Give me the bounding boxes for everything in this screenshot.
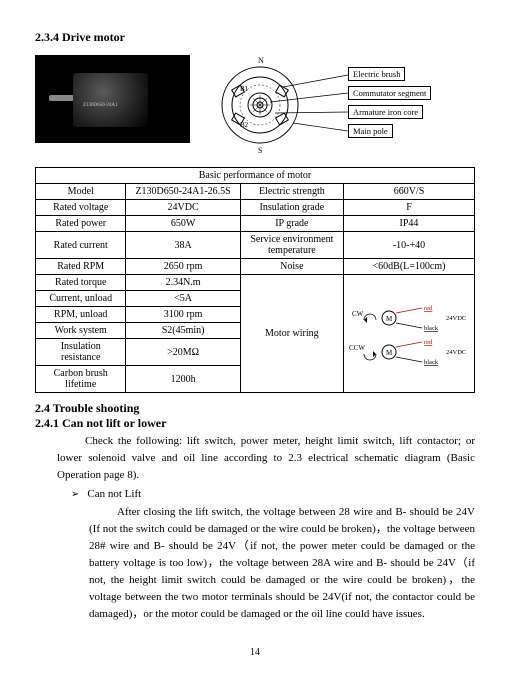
cell: Rated power <box>36 216 126 232</box>
label-ccw: CCW <box>349 344 365 352</box>
cell: IP44 <box>343 216 474 232</box>
cell: Rated current <box>36 232 126 259</box>
section-heading-234: 2.3.4 Drive motor <box>35 30 475 45</box>
cell: S2(45min) <box>126 323 240 339</box>
callout-commutator: Commutator segment <box>348 86 431 100</box>
svg-text:B2: B2 <box>240 121 249 129</box>
cell: Carbon brush lifetime <box>36 366 126 393</box>
cell: 2650 rpm <box>126 259 240 275</box>
svg-text:red: red <box>424 339 433 346</box>
svg-text:M: M <box>386 349 393 357</box>
cell-motor-wiring-diagram: CW M red 24VDC black CCW M red 24VDC <box>343 275 474 393</box>
cell: Rated RPM <box>36 259 126 275</box>
cell: Electric strength <box>240 184 343 200</box>
section-heading-241: 2.4.1 Can not lift or lower <box>35 416 475 431</box>
section-heading-24: 2.4 Trouble shooting <box>35 401 475 416</box>
cell: Service environment temperature <box>240 232 343 259</box>
cell: 660V/S <box>343 184 474 200</box>
cell: Rated voltage <box>36 200 126 216</box>
callout-brush: Electric brush <box>348 67 405 81</box>
cell: 24VDC <box>126 200 240 216</box>
cell: IP grade <box>240 216 343 232</box>
cell: RPM, unload <box>36 307 126 323</box>
cell: <5A <box>126 291 240 307</box>
callout-pole: Main pole <box>348 124 393 138</box>
svg-text:S: S <box>258 146 262 155</box>
cell: <60dB(L=100cm) <box>343 259 474 275</box>
svg-text:M: M <box>386 315 393 323</box>
callout-armature: Armature iron core <box>348 105 423 119</box>
svg-text:black: black <box>424 325 439 332</box>
label-cw: CW <box>352 310 364 318</box>
cell: Rated torque <box>36 275 126 291</box>
cell: -10-+40 <box>343 232 474 259</box>
cell: 1200h <box>126 366 240 393</box>
cell: 650W <box>126 216 240 232</box>
motor-diagram: N S B1 B2 Electric brush Commutator segm… <box>205 55 450 155</box>
cell: Z130D650-24A1-26.5S <box>126 184 240 200</box>
bullet-text: Can not Lift <box>87 488 141 500</box>
motor-photo: Z130D650-24A1 <box>35 55 190 143</box>
cell: Current, unload <box>36 291 126 307</box>
performance-table: Basic performance of motor Model Z130D65… <box>35 167 475 393</box>
svg-text:24VDC: 24VDC <box>446 315 466 322</box>
table-title: Basic performance of motor <box>36 168 475 184</box>
svg-text:B1: B1 <box>240 85 249 93</box>
figure-row: Z130D650-24A1 N S B1 B2 <box>35 55 475 155</box>
svg-text:24VDC: 24VDC <box>446 349 466 356</box>
cell: Model <box>36 184 126 200</box>
svg-text:N: N <box>258 56 264 65</box>
bullet-cannot-lift: ➢ Can not Lift <box>71 488 475 500</box>
cell: >20MΩ <box>126 339 240 366</box>
cell: Work system <box>36 323 126 339</box>
troubleshoot-detail: After closing the lift switch, the volta… <box>89 504 475 623</box>
cell: 38A <box>126 232 240 259</box>
cell: 3100 rpm <box>126 307 240 323</box>
svg-text:red: red <box>424 305 433 312</box>
cell: Insulation resistance <box>36 339 126 366</box>
cell-motor-wiring-label: Motor wiring <box>240 275 343 393</box>
cell: 2.34N.m <box>126 275 240 291</box>
troubleshoot-intro: Check the following: lift switch, power … <box>57 433 475 484</box>
cell: F <box>343 200 474 216</box>
cell: Insulation grade <box>240 200 343 216</box>
page-number: 14 <box>35 647 475 658</box>
arrow-icon: ➢ <box>71 489 79 500</box>
svg-text:black: black <box>424 359 439 366</box>
cell: Noise <box>240 259 343 275</box>
